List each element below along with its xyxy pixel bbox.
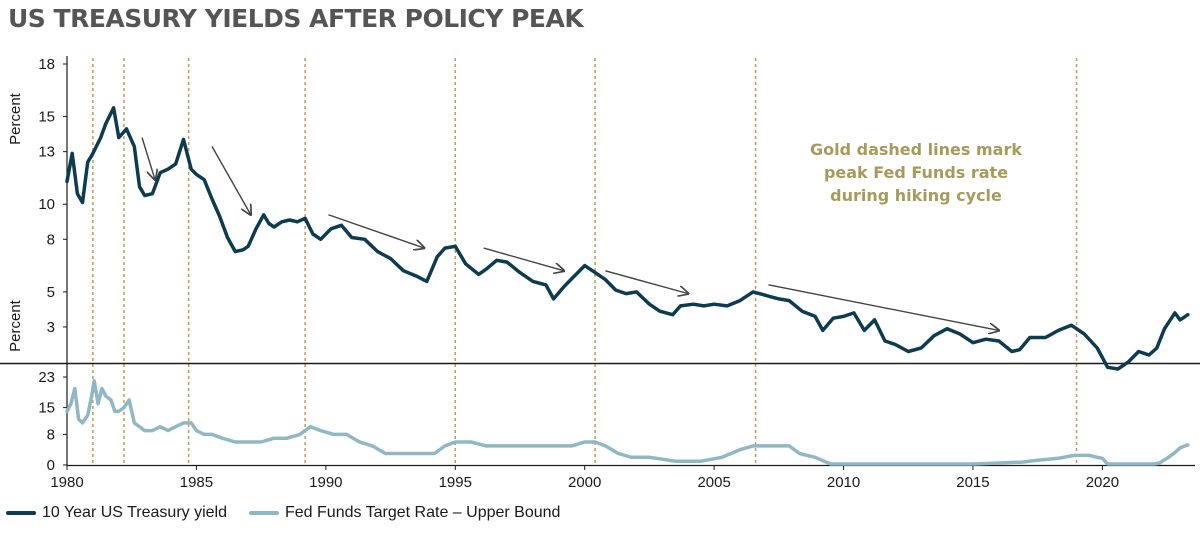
trend-arrow-0 (141, 137, 155, 180)
trend-arrow-5 (768, 284, 998, 331)
series-line-treasury (65, 106, 1190, 371)
xtick-label-4: 2000 (568, 474, 601, 491)
xtick-label-1: 1985 (180, 474, 213, 491)
top-ytick-label-5: 15 (38, 109, 55, 126)
legend-swatch-fedfunds (249, 511, 279, 515)
xtick-label-2: 1990 (309, 474, 342, 491)
legend-label-treasury: 10 Year US Treasury yield (42, 504, 227, 521)
treasury-panel (65, 106, 1190, 371)
top-ytick-label-6: 18 (38, 56, 55, 73)
mid-y-axis-label: Percent (7, 299, 24, 352)
top-y-axis-label: Percent (7, 92, 24, 145)
top-ytick-label-3: 10 (38, 196, 55, 213)
chart-title: US TREASURY YIELDS AFTER POLICY PEAK (8, 4, 584, 33)
legend-item-fedfunds: Fed Funds Target Rate – Upper Bound (249, 504, 560, 522)
bottom-ytick-label-0: 0 (47, 457, 55, 474)
top-ytick-label-2: 8 (47, 231, 55, 248)
trend-arrow-2 (328, 214, 424, 248)
xtick-label-7: 2015 (956, 474, 989, 491)
fedfunds-panel (65, 379, 1190, 466)
legend-swatch-treasury (6, 511, 36, 515)
xtick-label-8: 2020 (1086, 474, 1119, 491)
xtick-label-6: 2010 (827, 474, 860, 491)
annotation-line-3: during hiking cycle (830, 186, 1002, 205)
bottom-ytick-label-2: 15 (38, 400, 55, 417)
top-ytick-label-0: 3 (47, 319, 55, 336)
legend-label-fedfunds: Fed Funds Target Rate – Upper Bound (285, 504, 561, 521)
trend-arrow-3 (483, 247, 564, 271)
xtick-label-0: 1980 (50, 474, 83, 491)
trend-arrows (141, 137, 999, 331)
xtick-label-5: 2005 (697, 474, 730, 491)
trend-arrow-1 (211, 146, 251, 214)
top-ytick-label-1: 5 (47, 284, 55, 301)
series-line-fedfunds (65, 379, 1190, 466)
xtick-label-3: 1995 (439, 474, 472, 491)
axes: 3 5 8 10 13 15 18 0 8 15 23 1980 1985 1990 1995 2000 200… (0, 56, 1200, 491)
peak-lines (92, 58, 1078, 465)
legend: 10 Year US Treasury yield Fed Funds Targ… (6, 504, 582, 522)
trend-arrow-4 (605, 270, 688, 294)
legend-item-treasury: 10 Year US Treasury yield (6, 504, 227, 522)
annotation-line-2: peak Fed Funds rate (824, 163, 1008, 182)
top-ytick-label-4: 13 (38, 144, 55, 161)
annotation-line-1: Gold dashed lines mark (810, 140, 1022, 159)
bottom-ytick-label-1: 8 (47, 426, 55, 443)
bottom-ytick-label-3: 23 (38, 369, 55, 386)
